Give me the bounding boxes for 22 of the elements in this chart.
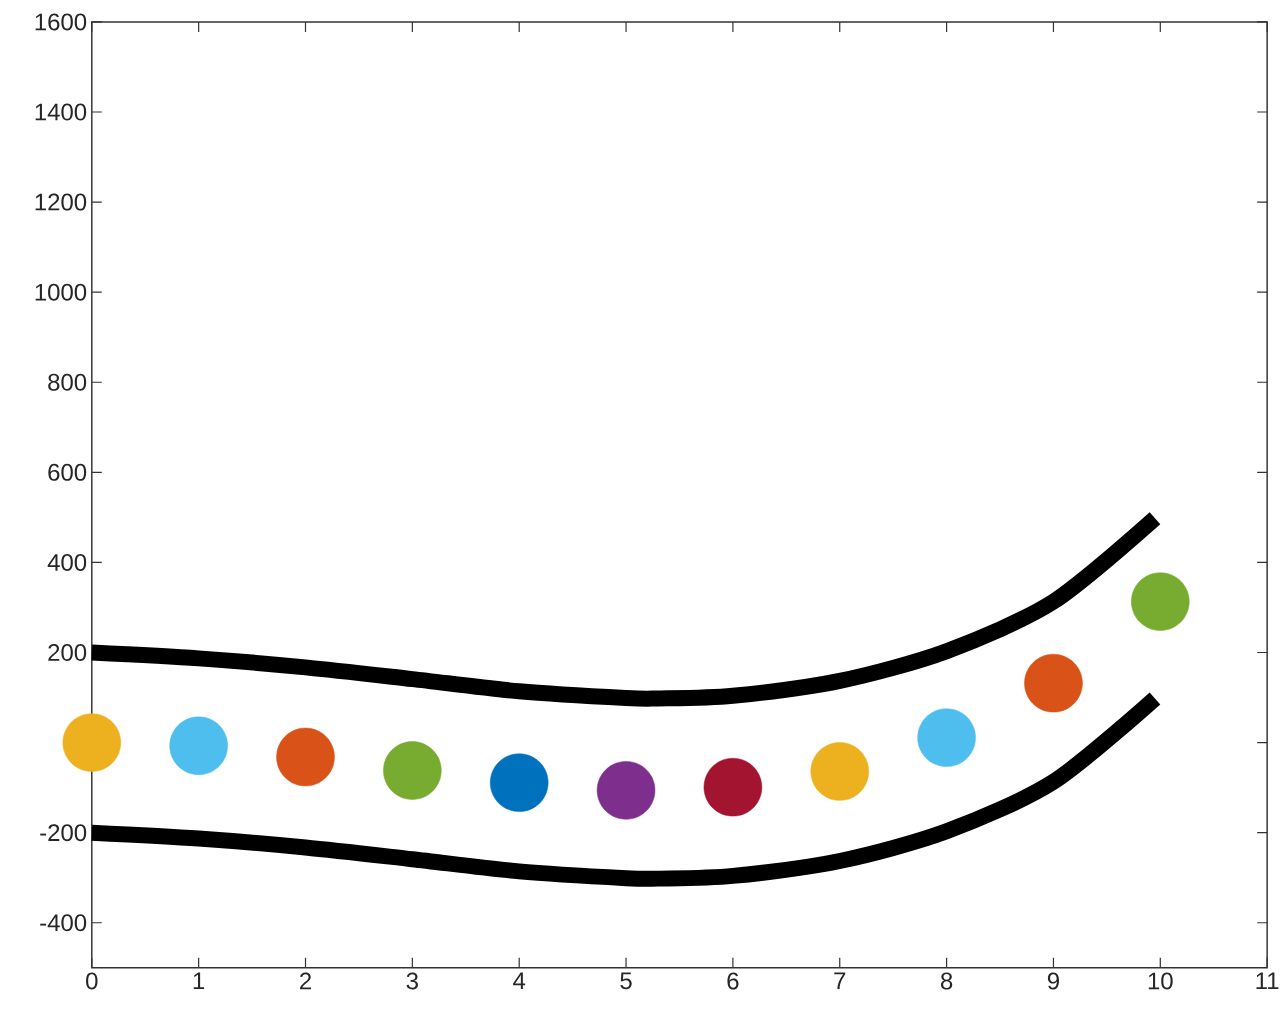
y-tick-label: 1400 — [35, 103, 87, 121]
x-tick-label: 6 — [727, 972, 739, 990]
x-tick-label: 7 — [834, 972, 846, 990]
y-tick-label: 600 — [48, 464, 87, 481]
y-tick-label: -200 — [40, 824, 87, 842]
x-tick-label: 1 — [193, 972, 205, 990]
x-tick-label: 2 — [300, 972, 311, 990]
x-tick-label: 4 — [513, 972, 526, 990]
x-tick-label: 0 — [86, 972, 98, 990]
x-tick-label: 10 — [1148, 972, 1173, 990]
y-tick-label: 800 — [48, 373, 87, 391]
x-tick-label: 11 — [1256, 972, 1279, 990]
x-tick-label: 8 — [940, 972, 953, 990]
y-tick-label: 1000 — [35, 283, 87, 301]
y-tick-label: -400 — [40, 914, 87, 932]
y-tick-label: 1200 — [35, 193, 87, 211]
x-tick-label: 5 — [620, 972, 632, 990]
y-tick-label: 200 — [48, 644, 87, 662]
x-tick-label: 3 — [406, 972, 418, 990]
x-tick-label: 9 — [1047, 972, 1059, 990]
y-tick-label: 1600 — [35, 13, 87, 31]
y-tick-label: 400 — [47, 554, 87, 572]
